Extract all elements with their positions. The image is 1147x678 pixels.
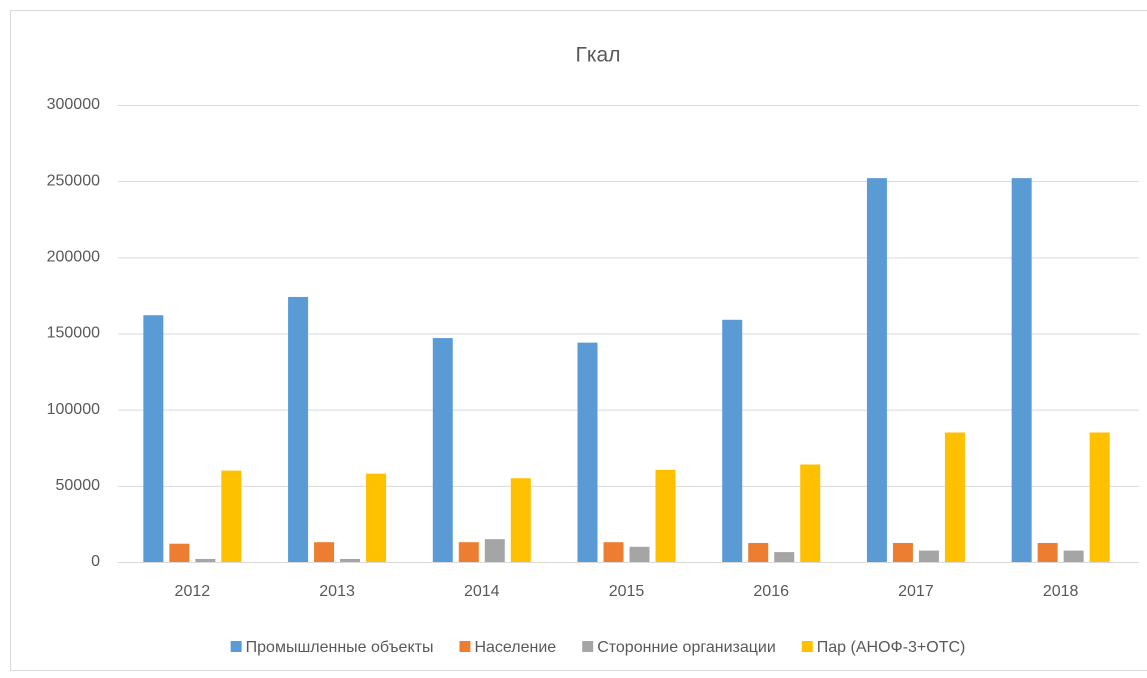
y-tick-label: 150000 [47,325,100,342]
bar [143,315,164,562]
bar [510,478,531,562]
bar [577,342,598,562]
x-tick-label: 2015 [609,583,645,600]
y-tick-label: 200000 [47,249,100,266]
x-tick-label: 2018 [1043,583,1079,600]
bar [314,542,335,562]
bar [340,558,361,562]
legend-swatch [230,641,242,652]
bar [603,542,624,562]
y-tick-label: 0 [91,553,100,570]
bar [629,546,650,562]
y-tick-label: 250000 [47,172,100,189]
bar [458,542,479,562]
y-tick-label: 50000 [56,477,101,494]
bar [1089,432,1110,562]
legend-label: Пар (АНОФ-3+ОТС) [817,639,966,656]
x-tick-label: 2013 [319,583,355,600]
bar [774,552,795,562]
y-tick-label: 100000 [47,401,100,418]
bar [748,542,769,562]
x-tick-label: 2016 [753,583,789,600]
bar [722,319,743,562]
bar [866,178,887,562]
bar [432,338,453,562]
x-tick-label: 2012 [175,583,211,600]
bar [944,432,965,562]
legend-label: Сторонние организации [597,639,776,656]
x-tick-label: 2017 [898,583,934,600]
legend-label: Население [474,639,556,656]
bar [288,296,309,562]
chart-title: Гкал [576,44,621,67]
legend-swatch [459,641,471,652]
bar [1037,542,1058,562]
legend-swatch [582,641,594,652]
y-tick-label: 300000 [47,96,100,113]
bar [892,542,913,562]
legend-label: Промышленные объекты [246,639,434,656]
bar [195,558,216,562]
bar [918,550,939,562]
bar [1063,550,1084,562]
bar [800,464,821,562]
bar [655,469,676,562]
bar [221,470,242,562]
bar [169,543,190,562]
bar [484,539,505,562]
bar [1011,178,1032,562]
x-tick-label: 2014 [464,583,500,600]
bar [366,473,387,562]
chart-border [10,10,1147,671]
legend-swatch [801,641,813,652]
